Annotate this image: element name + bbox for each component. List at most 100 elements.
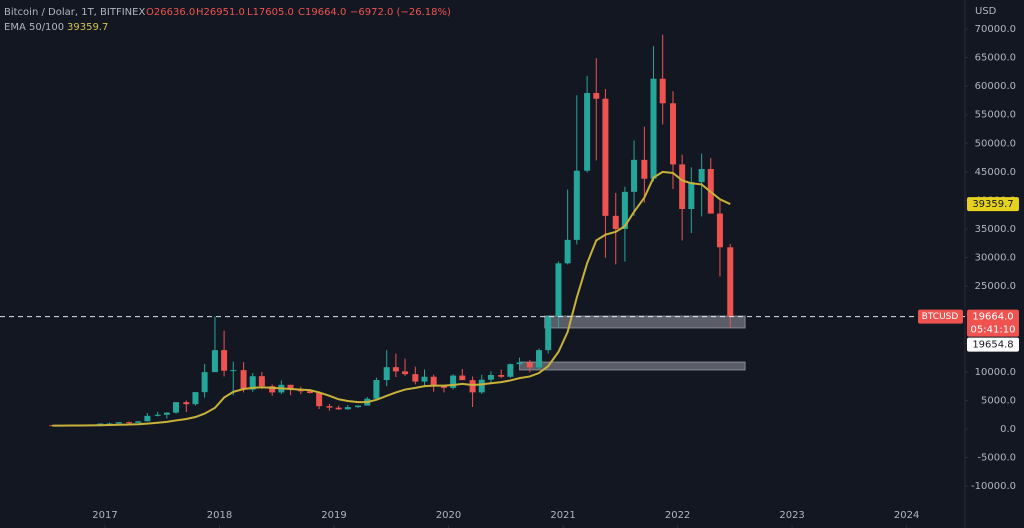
candle-body [192, 392, 199, 405]
crosshair-badge [967, 337, 1019, 352]
y-tick-label: 5000.0 [981, 395, 1016, 406]
candle-body [211, 350, 218, 373]
candle-body [584, 93, 591, 171]
candle-body [716, 213, 723, 248]
candle-body [97, 423, 104, 425]
candle-body [412, 374, 419, 382]
price-badge [967, 309, 1019, 337]
candle-body [163, 412, 170, 415]
candle-body [287, 384, 294, 389]
ohlc-high: H26951.0 [196, 7, 245, 18]
symbol-badge [918, 309, 963, 324]
x-tick-label: 2024 [894, 510, 919, 521]
candle-body [469, 380, 476, 393]
candle-body [450, 375, 457, 388]
candle-body [478, 379, 485, 393]
candle-body [258, 376, 265, 387]
candle-body [135, 421, 142, 423]
candle-body [593, 93, 600, 99]
candle-body [344, 407, 351, 410]
y-tick-label: 35000.0 [975, 224, 1016, 235]
candle-body [516, 362, 523, 365]
candle-body [459, 375, 466, 381]
y-tick-label: 30000.0 [975, 253, 1016, 264]
x-tick-label: 2022 [665, 510, 690, 521]
y-tick-label: 50000.0 [975, 138, 1016, 149]
countdown-label: 05:41:10 [971, 325, 1016, 336]
candle-body [230, 370, 237, 372]
candle-body [306, 391, 313, 393]
ema-badge-label: 39359.7 [972, 199, 1013, 210]
candle-body [240, 370, 247, 390]
candle-body [641, 159, 648, 179]
ohlc-low: L17605.0 [247, 7, 294, 18]
candle-body [392, 367, 399, 372]
x-tick-label: 2019 [321, 510, 346, 521]
ema-line [52, 170, 731, 427]
candle-body [564, 239, 571, 264]
ohlc-open: O26636.0 [146, 7, 195, 18]
candle-body [621, 191, 628, 229]
y-tick-label: -10000.0 [971, 481, 1016, 492]
candle-body [602, 98, 609, 216]
candle-body [526, 362, 533, 368]
candle-body [669, 103, 676, 165]
candle-body [698, 169, 705, 183]
support-zone [544, 315, 746, 329]
candle-body [727, 247, 734, 317]
candle-body [573, 170, 580, 240]
ema-name: EMA 50/100 [4, 22, 64, 33]
candle-body [355, 405, 362, 408]
candle-body [183, 402, 190, 405]
candle-body [679, 164, 686, 209]
candle-body [659, 78, 666, 104]
x-tick-label: 2018 [207, 510, 232, 521]
candle-body [173, 402, 180, 413]
crosshair-label: 19654.8 [972, 340, 1013, 351]
candle-body [326, 406, 333, 408]
candle-body [430, 376, 437, 386]
candle-body [487, 375, 494, 380]
ema-badge [967, 197, 1019, 212]
candle-body [383, 367, 390, 381]
y-tick-label: -5000.0 [977, 453, 1016, 464]
candle-body [373, 380, 380, 399]
candle-body [126, 422, 133, 424]
price-badge-label: 19664.0 [972, 312, 1013, 323]
candle-body [335, 407, 342, 410]
x-tick-label: 2017 [92, 510, 117, 521]
candle-body [555, 263, 562, 317]
support-zone [519, 361, 746, 371]
candle-body [688, 182, 695, 209]
candle-body [631, 159, 638, 192]
y-tick-label: 65000.0 [975, 53, 1016, 64]
symbol-label: BTCUSD [922, 312, 959, 322]
candle-body [650, 78, 657, 179]
y-tick-label: 70000.0 [975, 24, 1016, 35]
candle-body [249, 376, 256, 390]
candle-body [154, 414, 161, 416]
candle-body [115, 422, 122, 424]
currency: USD [975, 6, 997, 17]
candle-body [144, 415, 151, 422]
candle-body [612, 215, 619, 229]
y-tick-label: 60000.0 [975, 81, 1016, 92]
candle-body [545, 316, 552, 351]
candle-body [106, 423, 113, 425]
candle-body [221, 350, 228, 371]
x-tick-label: 2023 [779, 510, 804, 521]
candle-body [316, 393, 323, 407]
candle-body [507, 364, 514, 377]
candle-body [440, 385, 447, 388]
candle-body [536, 350, 543, 368]
candle-body [421, 376, 428, 382]
chart-title: Bitcoin / Dolar, 1T, BITFINEX [4, 7, 145, 18]
candle-body [402, 371, 409, 375]
ohlc-close: C19664.0 [298, 7, 346, 18]
candle-body [201, 372, 208, 393]
y-tick-label: 10000.0 [975, 367, 1016, 378]
x-tick-label: 2021 [550, 510, 575, 521]
candle-body [269, 386, 276, 393]
